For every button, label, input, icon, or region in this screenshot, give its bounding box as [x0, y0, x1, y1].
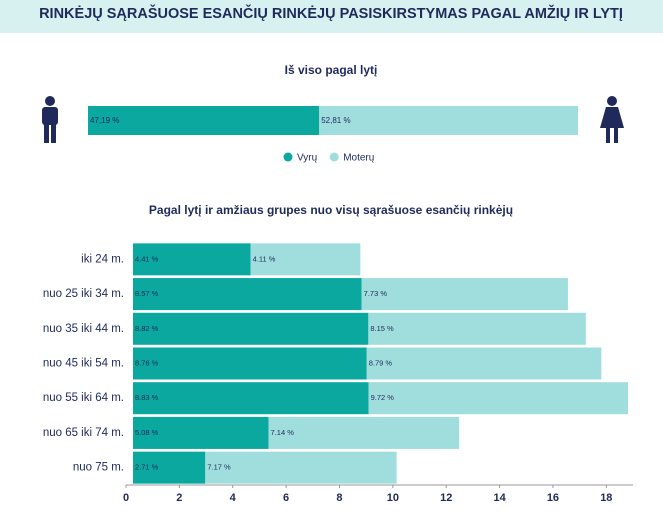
x-tick-label: 6	[283, 492, 289, 504]
value-label: 5.08 %	[135, 428, 159, 437]
x-tick-label: 2	[176, 492, 182, 504]
bar-segment	[133, 347, 367, 380]
page-title: RINKĖJŲ SĄRAŠUOSE ESANČIŲ RINKĖJŲ PASISK…	[39, 4, 623, 22]
y-tick-label: nuo 35 iki 44 m.	[43, 323, 124, 335]
legend-marker	[283, 152, 293, 162]
value-label: 52,81 %	[321, 116, 350, 125]
bar-segment	[319, 106, 578, 135]
value-label: 9.72 %	[371, 393, 395, 402]
bar-segment	[133, 451, 206, 484]
legend-label: Moterų	[343, 153, 375, 164]
x-tick-label: 4	[230, 492, 237, 504]
bar-segment	[133, 243, 251, 276]
bar-segment	[368, 312, 586, 345]
value-label: 8.57 %	[135, 289, 159, 298]
x-tick-label: 12	[440, 492, 452, 504]
y-tick-label: nuo 25 iki 34 m.	[43, 288, 124, 300]
bar-segment	[133, 312, 369, 345]
value-label: 7.17 %	[207, 463, 231, 472]
value-label: 8.79 %	[369, 358, 393, 367]
bar-segment	[368, 382, 628, 415]
legend-marker	[329, 152, 339, 162]
value-label: 4.41 %	[135, 254, 159, 263]
value-label: 4.11 %	[253, 254, 276, 263]
y-tick-label: iki 24 m.	[81, 253, 124, 265]
title-banner	[0, 0, 663, 33]
x-tick-label: 10	[387, 492, 399, 504]
bar-segment	[205, 451, 397, 484]
bar-segment	[250, 243, 361, 276]
value-label: 7.73 %	[364, 289, 388, 298]
value-label: 8.83 %	[135, 393, 159, 402]
x-tick-label: 8	[336, 492, 342, 504]
female-icon	[600, 96, 624, 143]
y-tick-label: nuo 75 m.	[73, 462, 124, 474]
value-label: 7.14 %	[271, 428, 295, 437]
y-tick-label: nuo 65 iki 74 m.	[43, 427, 124, 439]
chart-title: Pagal lytį ir amžiaus grupes nuo visų są…	[149, 203, 513, 217]
x-tick-label: 18	[600, 492, 612, 504]
male-icon	[42, 96, 58, 143]
x-tick-label: 0	[123, 492, 129, 504]
x-tick-label: 14	[493, 492, 506, 504]
bar-segment	[88, 106, 320, 135]
x-tick-label: 16	[547, 492, 559, 504]
value-label: 2.71 %	[135, 463, 159, 472]
y-tick-label: nuo 55 iki 64 m.	[43, 392, 124, 404]
value-label: 8.82 %	[135, 324, 159, 333]
bar-segment	[361, 278, 568, 311]
bar-segment	[133, 416, 269, 449]
legend-label: Vyrų	[297, 153, 318, 164]
value-label: 8.76 %	[135, 358, 159, 367]
value-label: 47,19 %	[90, 116, 119, 125]
value-label: 8.15 %	[370, 324, 394, 333]
bar-segment	[133, 382, 369, 415]
y-tick-label: nuo 45 iki 54 m.	[43, 358, 124, 370]
chart-title: Iš viso pagal lytį	[285, 63, 378, 77]
bar-segment	[366, 347, 602, 380]
bar-segment	[133, 278, 362, 311]
bar-segment	[268, 416, 460, 449]
